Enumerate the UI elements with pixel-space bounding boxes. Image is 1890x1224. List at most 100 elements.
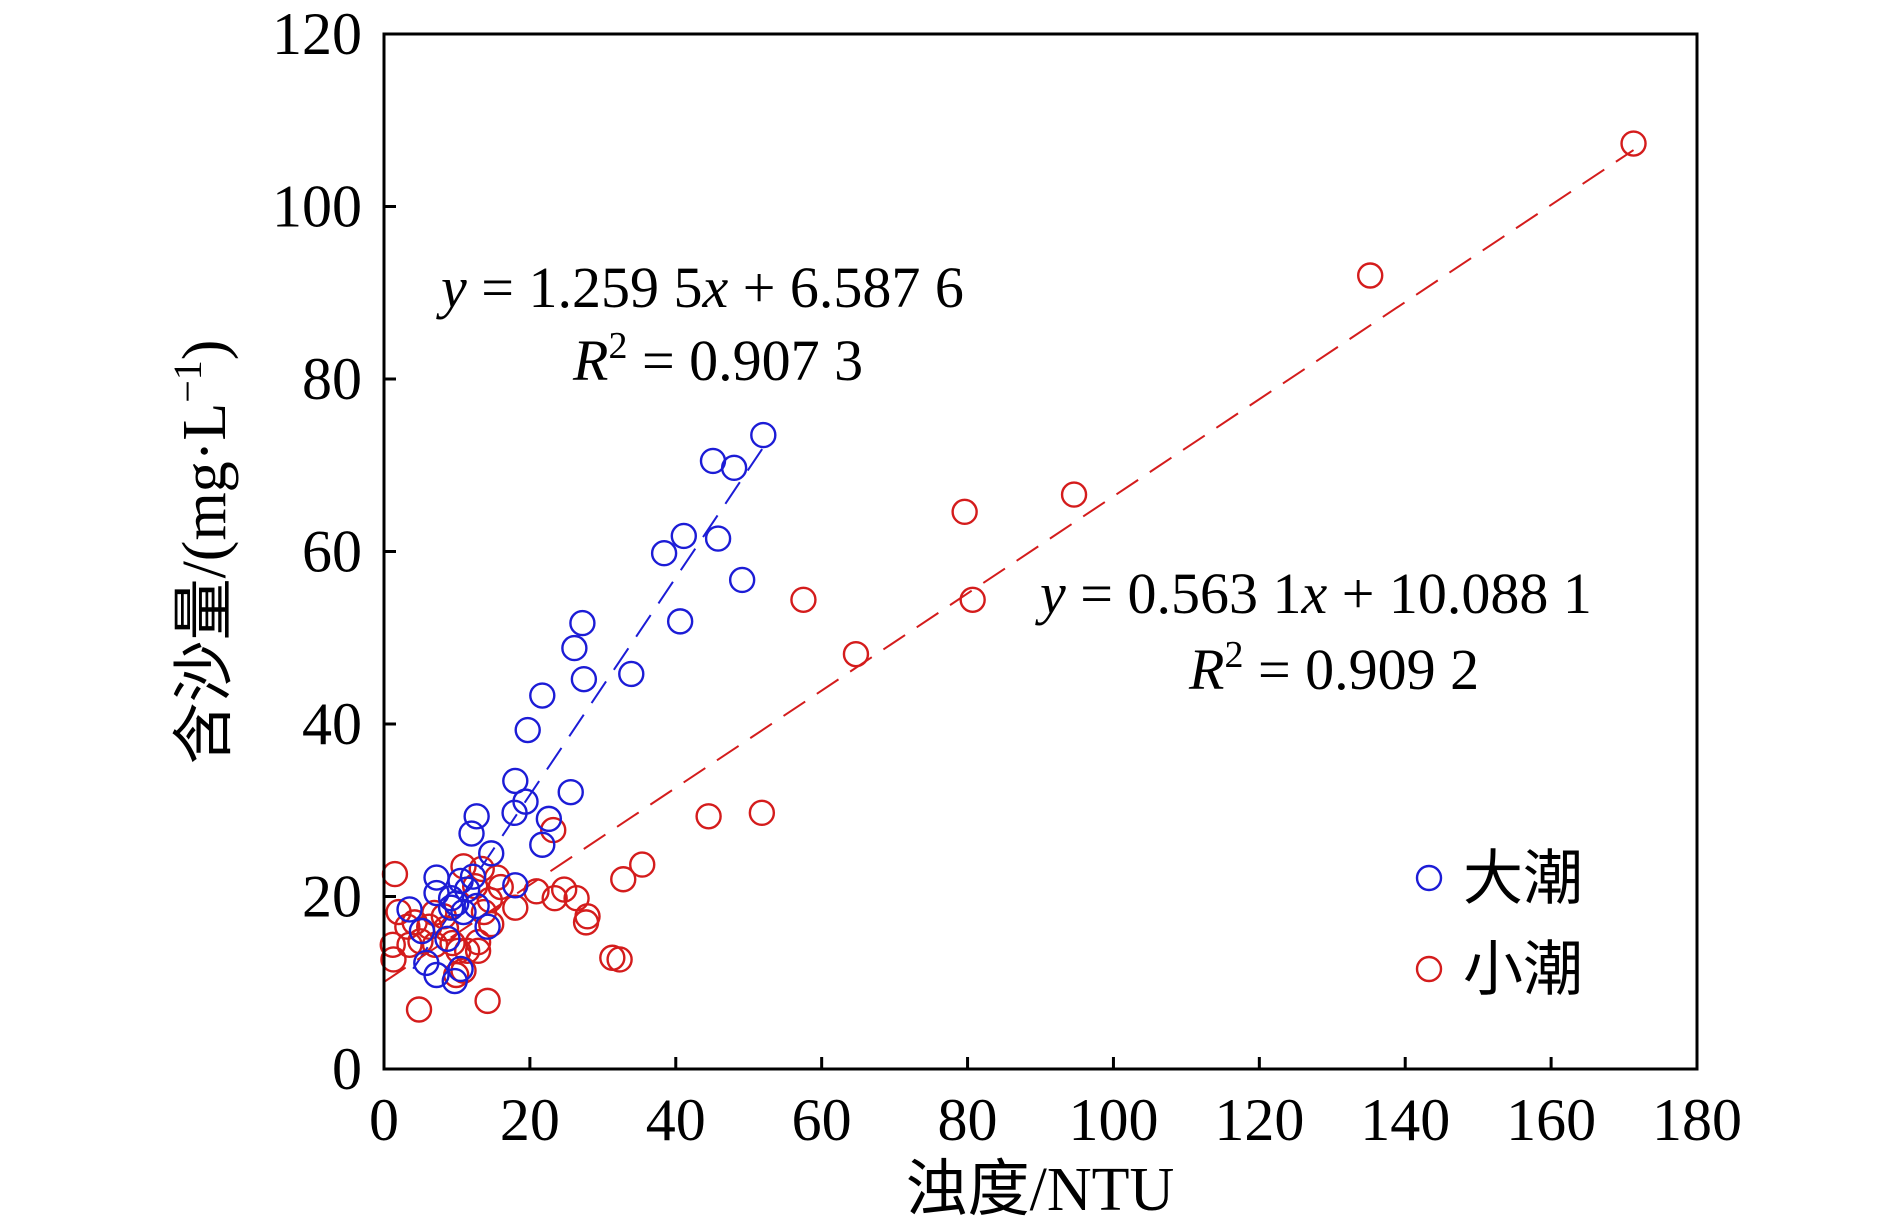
data-point-daichao <box>529 831 556 858</box>
fit-equation-xiaochao: y = 0.563 1x + 10.088 1 <box>1035 561 1592 626</box>
data-point-daichao <box>557 778 584 806</box>
data-point-xiaochao <box>381 860 409 888</box>
data-point-daichao <box>474 913 501 940</box>
data-point-xiaochao <box>842 640 870 668</box>
data-point-daichao <box>535 805 563 833</box>
data-point-daichao <box>569 609 596 637</box>
data-point-xiaochao <box>439 929 466 957</box>
legend-marker-xiaochao <box>1415 955 1443 983</box>
x-tick-label: 60 <box>792 1087 852 1153</box>
x-axis-title: 浊度/NTU <box>906 1156 1175 1224</box>
legend: 大潮 小潮 <box>1415 846 1583 1003</box>
data-point-daichao <box>502 767 529 795</box>
data-point-xiaochao <box>468 855 495 883</box>
data-point-daichao <box>666 608 694 635</box>
data-point-xiaochao <box>610 866 637 893</box>
fit-annotation-xiaochao: y = 0.563 1x + 10.088 1 R2 = 0.909 2 <box>1035 561 1592 702</box>
y-tick-label: 80 <box>302 346 362 412</box>
data-point-daichao <box>463 803 490 830</box>
equation-slope: = 0.563 1 <box>1066 561 1302 626</box>
equation-intercept: + 6.587 6 <box>728 255 964 320</box>
data-point-xiaochao <box>464 929 492 956</box>
data-point-xiaochao <box>790 586 817 613</box>
data-point-daichao <box>434 925 461 952</box>
y-tick-label: 40 <box>302 691 362 757</box>
data-point-daichao <box>704 525 732 552</box>
data-point-xiaochao <box>748 799 776 827</box>
axis-ticks: 0 20 40 60 80 100 120 140 160 180 0 20 40 60 80 100 120 <box>272 1 1742 1153</box>
y-tick-label: 120 <box>272 1 362 67</box>
r2-exponent: 2 <box>1224 634 1243 676</box>
y-axis-title-close: ) <box>171 340 239 361</box>
r2-var: R <box>1188 637 1224 702</box>
y-tick-label: 0 <box>332 1036 362 1102</box>
data-point-xiaochao <box>572 909 600 936</box>
data-point-xiaochao <box>380 946 407 973</box>
fit-r2-xiaochao: R2 = 0.909 2 <box>1188 634 1479 702</box>
data-point-daichao <box>441 967 468 995</box>
data-point-daichao <box>650 540 678 567</box>
x-tick-label: 80 <box>938 1087 998 1153</box>
legend-marker-daichao <box>1415 864 1443 892</box>
y-axis-title-main: 含沙量/(mg·L <box>171 403 239 765</box>
data-point-daichao <box>618 660 645 688</box>
equation-intercept: + 10.088 1 <box>1327 561 1592 626</box>
r2-var: R <box>572 328 608 393</box>
data-point-daichao <box>570 665 598 693</box>
equation-y-var: y <box>436 255 467 320</box>
x-tick-label: 140 <box>1360 1087 1450 1153</box>
r2-value: = 0.907 3 <box>627 328 863 393</box>
data-point-xiaochao <box>629 851 656 878</box>
data-point-xiaochao <box>695 803 722 830</box>
data-point-daichao <box>396 896 423 923</box>
data-point-daichao <box>728 566 756 594</box>
x-tick-label: 100 <box>1068 1087 1158 1153</box>
data-point-daichao <box>443 890 470 917</box>
legend-label-xiaochao: 小潮 <box>1463 937 1583 1003</box>
data-point-daichao <box>423 961 450 989</box>
data-point-xiaochao <box>502 894 529 921</box>
data-point-xiaochao <box>474 987 501 1015</box>
data-point-daichao <box>408 917 436 945</box>
data-point-daichao <box>501 799 528 827</box>
data-point-xiaochao <box>464 937 492 965</box>
data-point-daichao <box>478 840 505 867</box>
data-point-daichao <box>450 898 477 926</box>
data-point-daichao <box>720 454 748 482</box>
fit-annotation-daichao: y = 1.259 5x + 6.587 6 R2 = 0.907 3 <box>436 255 964 393</box>
y-tick-label: 20 <box>302 864 362 930</box>
data-point-daichao <box>447 955 474 983</box>
equation-x-var: x <box>1300 561 1327 626</box>
x-tick-label: 40 <box>646 1087 706 1153</box>
data-point-xiaochao <box>1060 481 1088 508</box>
x-tick-label: 160 <box>1506 1087 1596 1153</box>
data-point-xiaochao <box>951 498 978 526</box>
r2-exponent: 2 <box>608 325 627 367</box>
data-point-xiaochao <box>959 586 986 613</box>
y-axis-title-exponent: −1 <box>165 360 210 403</box>
x-tick-label: 120 <box>1214 1087 1304 1153</box>
data-point-daichao <box>502 872 529 899</box>
data-point-daichao <box>750 421 777 449</box>
fit-equation-daichao: y = 1.259 5x + 6.587 6 <box>436 255 964 320</box>
y-tick-label: 100 <box>272 174 362 240</box>
data-point-xiaochao <box>1357 262 1384 289</box>
data-point-daichao <box>670 522 698 550</box>
x-tick-label: 20 <box>500 1087 560 1153</box>
data-point-daichao <box>529 682 556 709</box>
data-point-xiaochao <box>394 913 421 940</box>
data-point-xiaochao <box>478 910 505 938</box>
data-point-xiaochao <box>405 996 433 1023</box>
data-point-xiaochao <box>1620 130 1647 157</box>
x-tick-label: 180 <box>1652 1087 1742 1153</box>
legend-label-daichao: 大潮 <box>1463 846 1583 912</box>
equation-x-var: x <box>701 255 728 320</box>
y-tick-label: 60 <box>302 519 362 585</box>
data-point-xiaochao <box>379 931 406 958</box>
x-tick-label: 0 <box>369 1087 399 1153</box>
data-point-xiaochao <box>416 913 443 940</box>
data-point-daichao <box>463 892 490 920</box>
data-point-xiaochao <box>541 885 568 912</box>
r2-value: = 0.909 2 <box>1243 637 1479 702</box>
